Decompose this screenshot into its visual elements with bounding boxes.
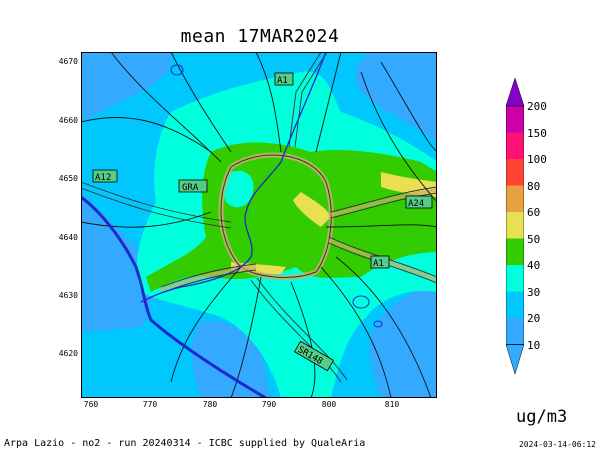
colorbar-segment (506, 132, 524, 159)
road-label-gra: GRA (182, 183, 199, 193)
x-tick-label: 800 (321, 400, 337, 409)
tiber-river (140, 52, 327, 303)
road-label-a1-south: A1 (373, 259, 384, 269)
colorbar-label: 60 (527, 206, 541, 219)
y-tick-label: 4660 (58, 116, 78, 125)
road-label-a24: A24 (408, 199, 424, 209)
footer-timestamp: 2024-03-14-06:12 (518, 440, 596, 449)
colorbar-label: 100 (527, 153, 547, 166)
colorbar-segment (506, 265, 524, 292)
unit-label: ug/m3 (516, 407, 568, 427)
low-concentration-area (81, 192, 153, 332)
y-tick-label: 4620 (58, 349, 78, 358)
colorbar-label: 40 (527, 259, 541, 272)
x-tick-label: 780 (202, 400, 218, 409)
colorbar-label: 80 (527, 180, 541, 193)
coastline (81, 195, 267, 398)
colorbar-label: 150 (527, 127, 547, 140)
colorbar-label: 50 (527, 233, 541, 246)
y-tick-label: 4630 (58, 291, 78, 300)
mid-concentration-area (223, 170, 254, 208)
y-tick-label: 4650 (58, 174, 78, 183)
colorbar-segment (506, 291, 524, 318)
colorbar-segment (506, 185, 524, 212)
colorbar-segment (506, 159, 524, 186)
low-concentration-area (355, 52, 437, 142)
colorbar-bottom-arrow (506, 344, 524, 375)
colorbar-segment (506, 318, 524, 345)
footer-credits: Arpa Lazio - no2 - run 20240314 - ICBC s… (4, 438, 366, 449)
lake (352, 295, 370, 309)
colorbar-label: 10 (527, 339, 541, 352)
no2-concentration-map: A1 A12 GRA A24 A1 SR148 (81, 52, 437, 398)
colorbar-label: 30 (527, 286, 541, 299)
colorbar-top-arrow (506, 78, 524, 107)
colorbar-segment (506, 238, 524, 265)
road-label-a1-north: A1 (277, 76, 288, 86)
map-title: mean 17MAR2024 (180, 26, 340, 47)
colorbar-segment (506, 106, 524, 133)
colorbar (506, 78, 524, 375)
lake (170, 64, 184, 76)
y-tick-label: 4640 (58, 233, 78, 242)
x-tick-label: 810 (384, 400, 400, 409)
x-tick-label: 760 (83, 400, 99, 409)
y-tick-label: 4670 (58, 57, 78, 66)
high-concentration-area (293, 192, 331, 227)
road-label-a12: A12 (95, 173, 111, 183)
colorbar-segment (506, 212, 524, 239)
low-concentration-area (81, 52, 172, 122)
x-tick-label: 770 (142, 400, 158, 409)
low-concentration-area (369, 282, 437, 398)
lake (373, 320, 383, 328)
x-tick-label: 790 (261, 400, 277, 409)
colorbar-label: 200 (527, 100, 547, 113)
colorbar-label: 20 (527, 312, 541, 325)
